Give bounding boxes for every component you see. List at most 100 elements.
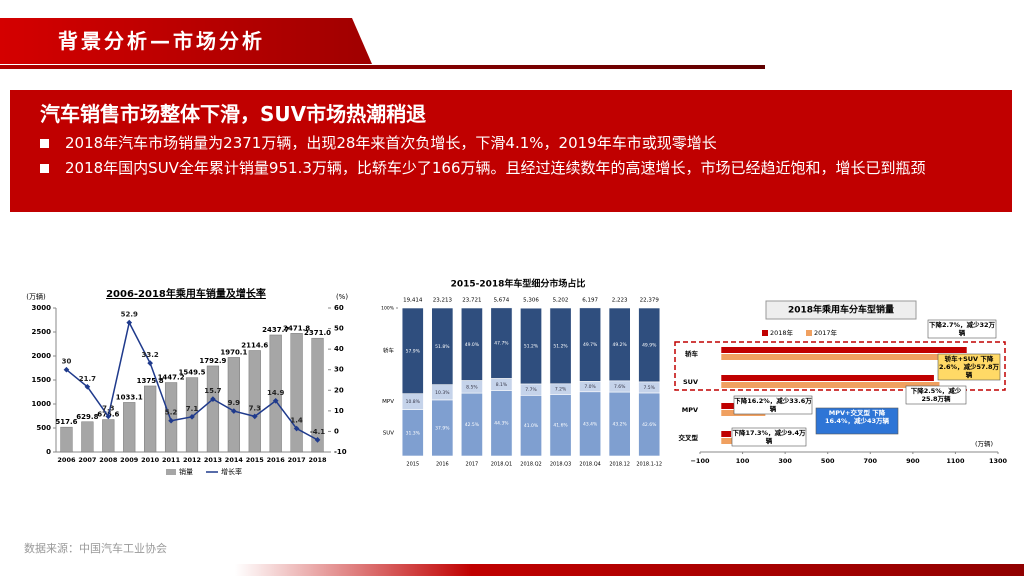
y-unit: (万辆) — [26, 292, 46, 301]
bar — [721, 382, 940, 388]
segment — [638, 307, 661, 383]
legend-label: 2017年 — [814, 328, 838, 337]
segment-label: 7.0% — [584, 384, 596, 390]
x-tick-label: 2018.1-12 — [636, 462, 662, 468]
x-tick-label: 2008 — [99, 456, 118, 464]
y-tick-label: 2000 — [32, 352, 52, 360]
x-tick-label: 2018 — [308, 456, 327, 464]
bar — [721, 431, 732, 437]
chart-title: 2015-2018年车型细分市场占比 — [451, 278, 586, 290]
segment — [490, 307, 513, 379]
y2-tick-label: 10 — [334, 407, 344, 415]
y-tick-label: 0 — [46, 448, 51, 456]
segment — [431, 307, 454, 385]
x-tick-label: 2017 — [466, 462, 479, 468]
growth-label: 21.7 — [79, 375, 96, 383]
segment-label: 42.5% — [465, 422, 480, 428]
growth-label: 5.2 — [165, 409, 178, 417]
segment-label: 43.4% — [583, 421, 598, 427]
total-label: 19,414 — [403, 298, 423, 304]
growth-label: 33.2 — [142, 351, 159, 359]
x-tick-label: −100 — [690, 457, 709, 465]
sales-chart: 2006-2018年乘用车销量及增长率(万辆) (%)05001000150020… — [26, 287, 348, 476]
x-tick-label: 2010 — [141, 456, 160, 464]
total-label: 22,379 — [640, 298, 660, 304]
annotation: 下降2.7%，减少32万辆 — [928, 321, 996, 337]
y2-tick-label: 60 — [334, 304, 344, 312]
bar-label: 2114.6 — [241, 341, 268, 349]
total-label: 5,202 — [553, 298, 569, 304]
highlight — [674, 341, 1006, 391]
category-label: MPV — [682, 406, 698, 414]
y-tick-label: 1000 — [32, 400, 52, 408]
growth-marker — [105, 413, 112, 420]
bar-label: 2371.0 — [304, 329, 331, 337]
annotation-box — [905, 385, 967, 405]
annotation-box — [815, 407, 899, 435]
y-tick-label: 2500 — [32, 328, 52, 336]
annotation: 下降2.5%，减少25.8万辆 — [910, 387, 962, 403]
total-label: 6,197 — [582, 298, 598, 304]
legend-label: 2018年 — [770, 328, 794, 337]
segment-label: 7.7% — [525, 387, 537, 393]
bar — [721, 354, 974, 360]
bar — [721, 375, 934, 381]
annotation-box — [733, 395, 813, 415]
segment-label: 7.5% — [644, 385, 656, 391]
x-tick-label: 2009 — [120, 456, 139, 464]
growth-marker — [189, 413, 195, 420]
x-tick-label: 2013 — [204, 456, 222, 464]
x-tick-label: 2017 — [288, 456, 306, 464]
growth-marker — [293, 425, 300, 432]
annotation-box — [937, 353, 1001, 381]
segment-label: 51.2% — [553, 343, 568, 349]
segment — [401, 307, 424, 394]
category-label: 交叉型 — [679, 433, 699, 442]
growth-marker — [84, 383, 91, 390]
footer-bar — [235, 564, 1024, 576]
x-tick-label: 2018.12 — [609, 462, 630, 468]
bar — [721, 347, 967, 353]
y2-tick-label: -10 — [334, 448, 347, 456]
segment-label: 44.3% — [494, 421, 509, 427]
segment — [520, 307, 542, 385]
annotation-wrap: 轿车+SUV 下降2.6%，减少57.8万辆 — [939, 355, 999, 379]
segment-label: 10.8% — [406, 399, 421, 405]
chart-title: 2018年乘用车分车型销量 — [788, 304, 894, 316]
legend-label: 增长率 — [221, 467, 242, 476]
bar — [164, 382, 178, 453]
x-tick-label: 2007 — [78, 456, 96, 464]
x-tick-label: 500 — [821, 457, 835, 465]
total-label: 5,674 — [494, 298, 510, 304]
annotation-box — [731, 427, 807, 447]
segment-label: 7.2% — [555, 387, 567, 393]
bar-label: 517.6 — [55, 418, 77, 426]
segment-label: 31.3% — [406, 430, 421, 436]
x-tick-label: 2015 — [406, 462, 419, 468]
bullet: 2018年汽车市场销量为2371万辆，出现28年来首次负增长，下滑4.1%，20… — [40, 131, 982, 156]
bar — [290, 333, 303, 453]
headline-box: 汽车销售市场整体下滑，SUV市场热潮稍退 2018年汽车市场销量为2371万辆，… — [10, 90, 1012, 212]
x-tick-label: 100 — [736, 457, 750, 465]
bar-label: 2437.7 — [262, 326, 289, 334]
x-tick-label: 2018.Q1 — [491, 462, 512, 468]
category-label: 轿车 — [685, 349, 699, 358]
annotation-wrap: 下降2.7%，减少32万辆 — [928, 321, 996, 337]
growth-label: -4.1 — [310, 428, 325, 436]
annotation-box — [927, 319, 997, 339]
growth-label: 9.9 — [228, 399, 241, 407]
bar-label: 1792.9 — [199, 357, 226, 365]
segment — [549, 307, 572, 385]
segment-label: 49.7% — [583, 342, 598, 348]
legend-swatch — [166, 469, 176, 475]
bar — [248, 350, 261, 453]
series-label: 轿车 — [383, 346, 395, 354]
bar — [227, 357, 240, 453]
growth-marker — [272, 397, 279, 404]
bar — [269, 334, 282, 453]
y-tick-label: 500 — [36, 424, 51, 432]
share-chart: 2015-2018年车型细分市场占比 100% 19,414 2015 31.3% SUV… — [381, 278, 662, 468]
x-tick-label: 2011 — [162, 456, 181, 464]
x-tick-label: 2012 — [183, 456, 201, 464]
growth-label: 30 — [62, 358, 72, 366]
